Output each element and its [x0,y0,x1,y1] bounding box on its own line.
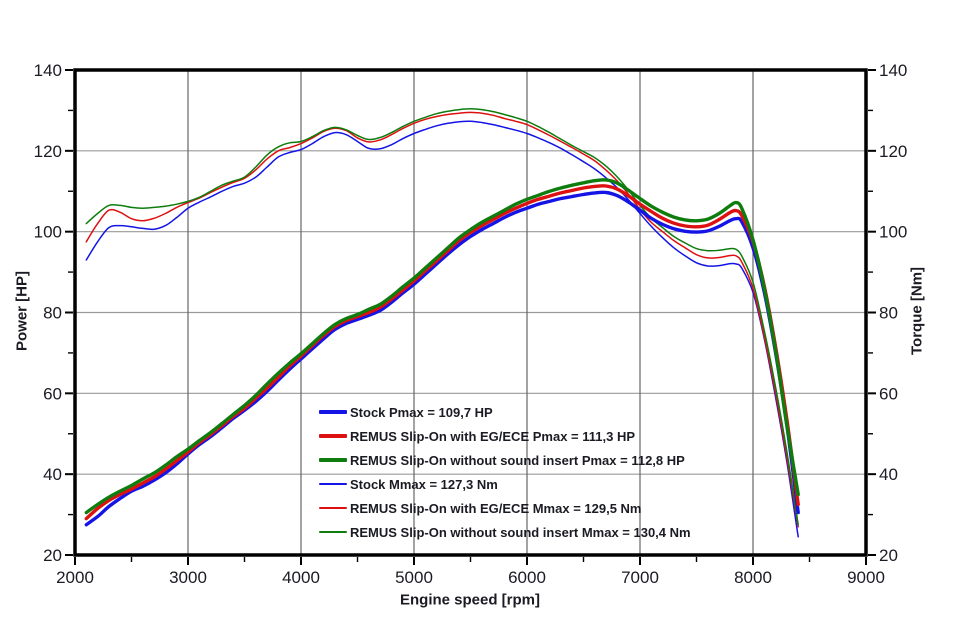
tick-label: 2000 [56,568,94,587]
tick-label: 120 [34,142,62,161]
legend-line-sample-remus-nosound-power [319,458,347,462]
legend-item-remus-egece-torque: REMUS Slip-On with EG/ECE Mmax = 129,5 N… [319,496,691,520]
tick-label: 3000 [169,568,207,587]
tick-label: 120 [879,142,907,161]
legend: Stock Pmax = 109,7 HP REMUS Slip-On with… [319,400,691,544]
legend-label: REMUS Slip-On without sound insert Mmax … [350,524,691,540]
legend-label: REMUS Slip-On with EG/ECE Mmax = 129,5 N… [350,500,642,516]
tick-label: 9000 [847,568,885,587]
tick-label: 6000 [508,568,546,587]
tick-label: 80 [879,304,898,323]
left-axis-title: Power [HP] [13,270,31,352]
legend-item-stock-torque: Stock Mmax = 127,3 Nm [319,472,691,496]
tick-label: 4000 [282,568,320,587]
legend-item-remus-nosound-power: REMUS Slip-On without sound insert Pmax … [319,448,691,472]
legend-label: REMUS Slip-On without sound insert Pmax … [350,452,685,468]
curve-stock-torque [85,120,799,538]
tick-label: 40 [879,465,898,484]
tick-label: 60 [43,384,62,403]
legend-label: Stock Mmax = 127,3 Nm [350,476,498,492]
tick-label: 7000 [621,568,659,587]
tick-label: 8000 [734,568,772,587]
x-axis-title: Engine speed [rpm] [399,591,541,609]
curves [84,108,800,538]
tick-label: 60 [879,384,898,403]
tick-label: 20 [43,546,62,565]
axis-ticks [65,69,876,565]
tick-label: 5000 [395,568,433,587]
legend-line-sample-remus-nosound-torque [319,531,347,533]
legend-label: Stock Pmax = 109,7 HP [350,404,493,420]
tick-label: 100 [879,223,907,242]
legend-line-sample-remus-egece-power [319,434,347,438]
legend-item-remus-egece-power: REMUS Slip-On with EG/ECE Pmax = 111,3 H… [319,424,691,448]
tick-label: 20 [879,546,898,565]
tick-label: 140 [34,61,62,80]
tick-label: 40 [43,465,62,484]
legend-line-sample-stock-power [319,410,347,414]
legend-line-sample-remus-egece-torque [319,507,347,509]
curve-remus-egece-torque [85,111,799,528]
axis-frame [73,68,868,557]
gridlines [75,70,866,555]
tick-labels: 2000 3000 4000 5000 6000 7000 8000 9000 20 20 40 40… [34,61,908,587]
tick-label: 80 [43,304,62,323]
legend-item-stock-power: Stock Pmax = 109,7 HP [319,400,691,424]
curve-remus-nosound-power [84,178,800,515]
legend-label: REMUS Slip-On with EG/ECE Pmax = 111,3 H… [350,428,636,444]
tick-label: 100 [34,223,62,242]
legend-line-sample-stock-torque [319,483,347,485]
tick-label: 140 [879,61,907,80]
curve-remus-nosound-torque [85,108,799,526]
right-axis-title: Torque [Nm] [908,266,926,356]
legend-item-remus-nosound-torque: REMUS Slip-On without sound insert Mmax … [319,520,691,544]
